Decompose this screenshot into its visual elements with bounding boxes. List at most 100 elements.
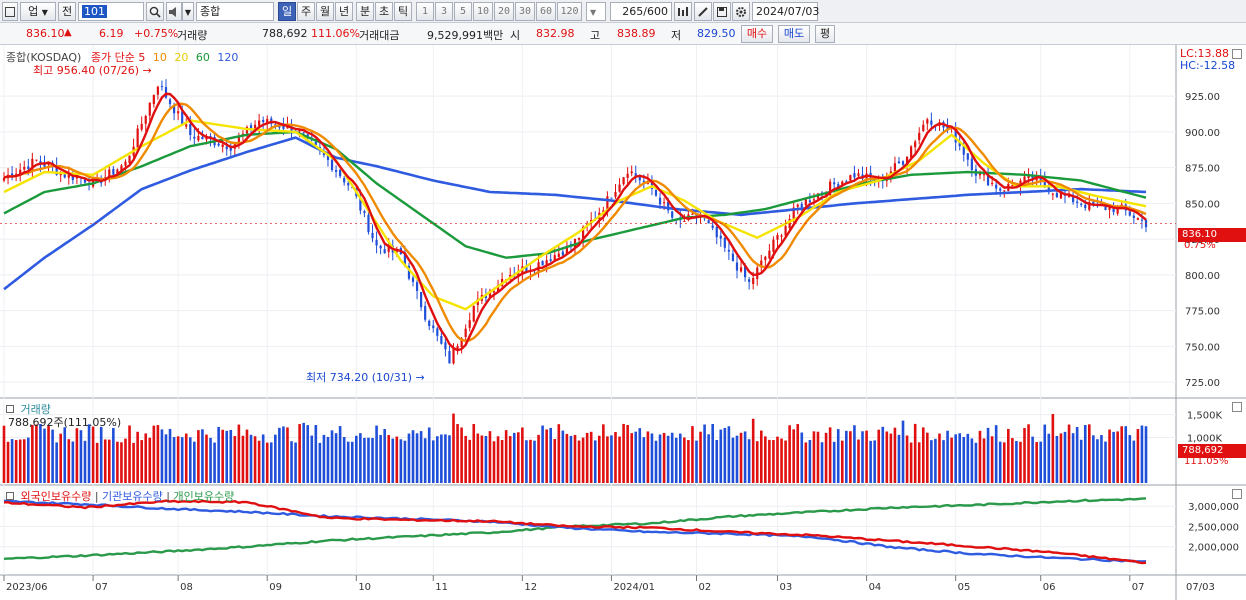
candle-body [27,166,30,170]
buy-button[interactable]: 매수 [741,25,773,43]
period-tab-tick[interactable]: 틱 [394,2,412,21]
minute-5[interactable]: 5 [454,2,472,21]
volume-bar [921,427,925,483]
candle-body [120,165,123,172]
period-tab-year[interactable]: 년 [335,2,353,21]
volume-bar [800,432,804,483]
chevron-down-icon: ▼ [41,8,48,17]
candle-body [642,180,645,183]
volume-bar [456,424,459,483]
volume-bar [569,435,573,483]
volume-title: 거래량 [20,403,51,416]
volume-bar [43,428,46,483]
mode-select[interactable]: 업 ▼ [20,2,56,21]
speaker-icon[interactable] [166,2,182,21]
candle-body [314,141,317,146]
volume-bar [873,440,876,483]
volume-bar [545,429,548,483]
save-icon[interactable] [713,2,731,21]
minute-120[interactable]: 120 [557,2,582,21]
minute-3[interactable]: 3 [435,2,453,21]
volume-bar [1140,425,1144,483]
candle-body [748,279,751,282]
volume-bar [172,437,176,483]
index-name-field[interactable]: 종합(KOSDAQ) [196,2,274,35]
volume-bar [407,433,411,483]
pane-close-button[interactable] [1232,402,1242,412]
volume-bar [31,425,34,483]
candle-body [1051,193,1054,195]
candle-body [630,171,633,174]
code-input[interactable]: 101 [78,2,144,21]
volume-bar [233,436,237,483]
count-field[interactable]: 265/600 [610,2,672,21]
search-icon[interactable] [146,2,164,21]
minute-20[interactable]: 20 [494,2,514,21]
volume-bar [1055,435,1059,483]
volume-bar [156,425,160,483]
volume-bar [480,435,484,483]
gear-icon[interactable] [732,2,750,21]
candle-body [177,111,180,114]
volume-bar [1035,442,1038,483]
average-button[interactable]: 평 [815,25,835,43]
pen-icon[interactable] [694,2,712,21]
pane-close-button[interactable] [1232,49,1242,59]
volume-bar [577,440,581,483]
candle-body [1080,203,1083,205]
interval-dropdown[interactable]: ▼ [586,2,606,21]
period-tab-day[interactable]: 일 [278,2,296,21]
quote-bar: 836.10 ▲ 6.19 +0.75% 거래량 788,692 111.06%… [0,23,1246,45]
high-label: 고 [590,29,601,42]
candle-body [1055,192,1059,198]
candle-body [436,328,439,336]
minute-1[interactable]: 1 [416,2,434,21]
minute-30[interactable]: 30 [515,2,535,21]
candle-body [326,155,330,160]
x-tick-label: 10 [358,582,371,593]
caret-down-icon[interactable]: ▼ [182,2,194,21]
period-tab-second[interactable]: 초 [375,2,393,21]
current-price-tag: 836.10 [1178,228,1246,242]
candle-body [428,320,431,327]
volume-bar [954,434,957,483]
candle-body [995,184,998,189]
volume-bar [257,440,261,483]
price-chart[interactable]: 925.00900.00875.00850.00825.00800.00775.… [0,45,1246,600]
minute-60[interactable]: 60 [536,2,556,21]
candle-body [128,155,131,164]
candle-body [857,173,860,176]
candle-body [160,86,164,88]
volume-pct: 111.06% [311,27,360,40]
chart-tools-icon[interactable] [674,2,692,21]
volume-bar [18,439,22,483]
date-field[interactable]: 2024/07/03 [752,2,819,21]
period-tab-month[interactable]: 월 [316,2,334,21]
price-pane-title: 종합(KOSDAQ) [6,51,82,64]
candle-body [472,305,475,322]
volume-bar [581,437,585,483]
volume-bar [512,432,516,483]
candle-body [278,125,281,128]
square-icon[interactable] [2,2,18,21]
candle-body [549,259,552,261]
pane-close-button[interactable] [1232,489,1242,499]
candle-body [488,290,492,298]
minute-10[interactable]: 10 [473,2,493,21]
candle-body [1084,204,1087,209]
candle-body [958,141,961,147]
candle-body [768,250,771,259]
cursor-button[interactable]: 전 [58,2,76,21]
candle-body [351,187,354,189]
ma20-line [3,119,1147,311]
period-tab-minute[interactable]: 분 [356,2,374,21]
volume-bar [431,440,435,483]
period-tab-week[interactable]: 주 [297,2,315,21]
minute-label: 20 [497,6,511,17]
candle-body [581,226,585,239]
holding-tick-label: 3,000,000 [1188,502,1239,513]
volume-bar [533,440,536,483]
sell-button[interactable]: 매도 [778,25,810,43]
average-label: 평 [819,27,831,40]
candle-body [739,267,743,272]
